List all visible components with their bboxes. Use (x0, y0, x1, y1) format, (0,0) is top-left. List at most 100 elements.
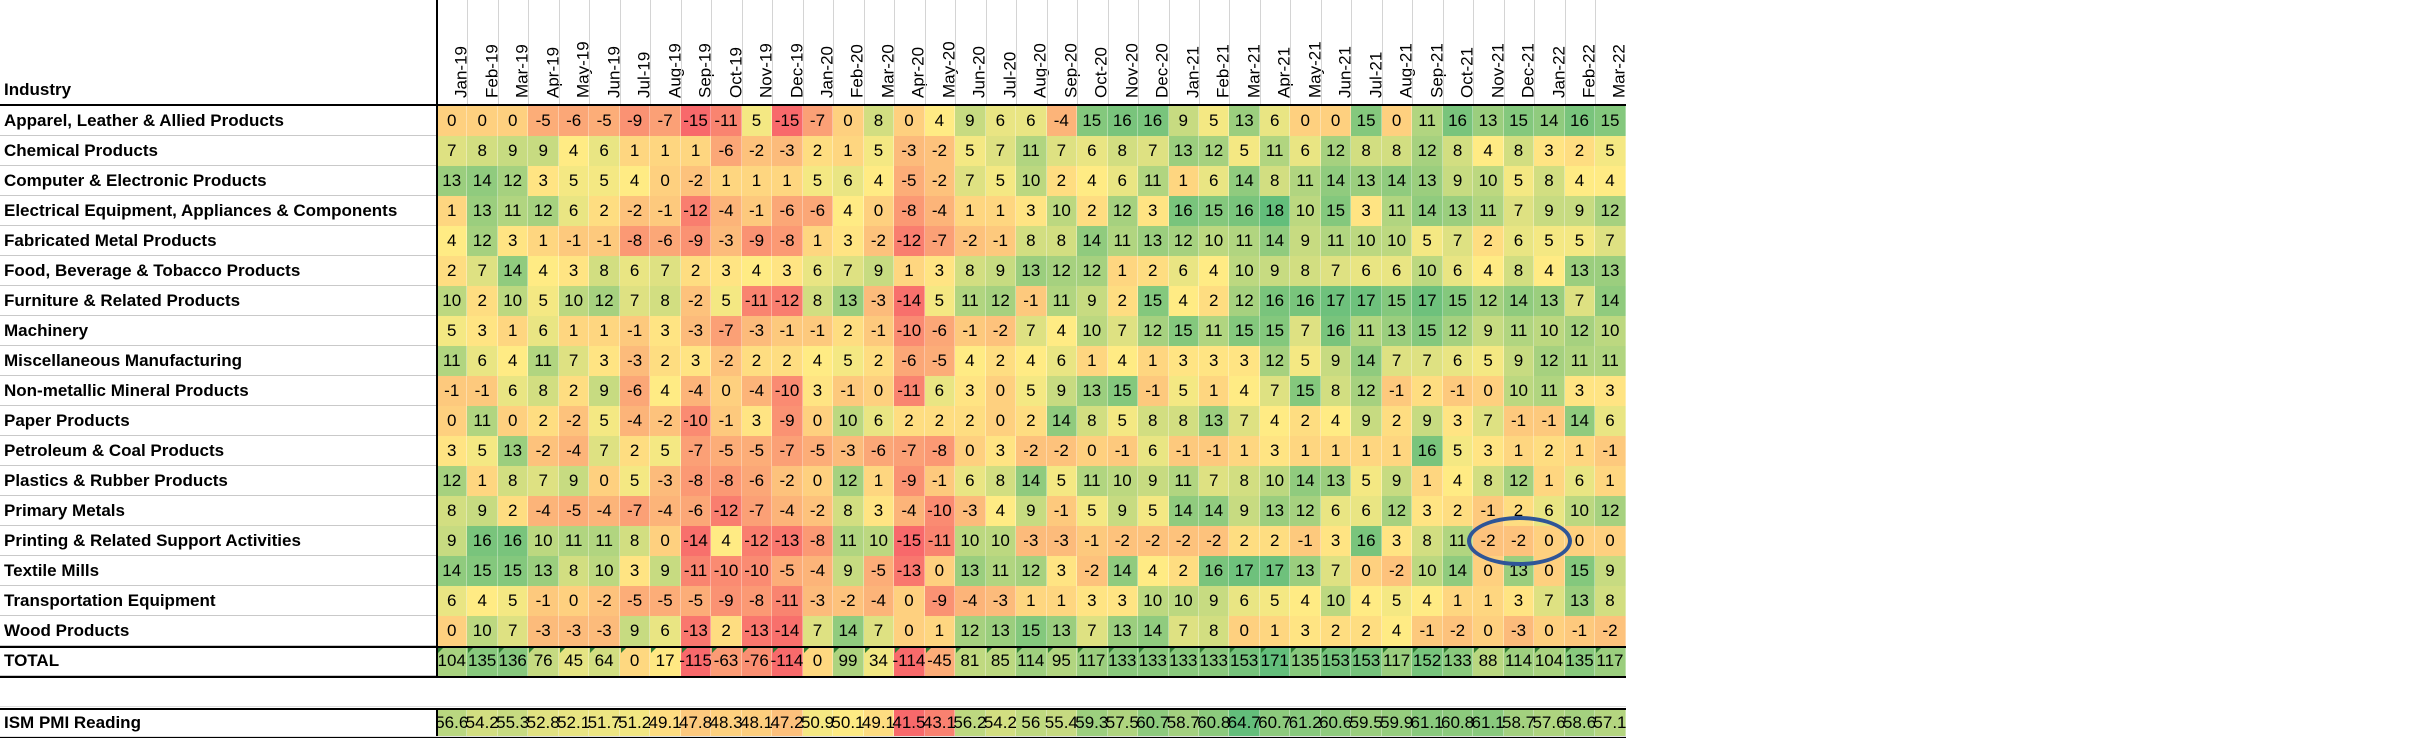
table-cell[interactable]: -1 (802, 316, 834, 346)
table-cell[interactable]: 55.3 (496, 708, 529, 738)
table-cell[interactable]: 14 (1229, 166, 1260, 196)
table-cell[interactable]: 2 (497, 496, 529, 526)
table-cell[interactable]: 12 (1473, 286, 1504, 316)
table-cell[interactable]: 64.7 (1228, 708, 1261, 738)
table-cell[interactable]: -45 (924, 646, 956, 676)
table-cell[interactable]: -2 (711, 346, 742, 376)
table-cell[interactable]: 9 (1534, 196, 1565, 226)
table-cell[interactable]: -2 (772, 466, 803, 496)
table-cell[interactable]: -4 (863, 586, 895, 616)
table-cell[interactable]: 7 (833, 256, 864, 286)
table-cell[interactable]: 0 (955, 436, 986, 466)
table-cell[interactable]: 5 (1259, 586, 1291, 616)
table-cell[interactable]: 13 (1046, 616, 1078, 646)
table-cell[interactable]: 4 (497, 346, 529, 376)
table-cell[interactable]: 16 (1442, 106, 1474, 136)
table-cell[interactable]: 152 (1412, 646, 1443, 676)
table-cell[interactable]: -13 (894, 556, 925, 586)
table-cell[interactable]: 15 (497, 556, 529, 586)
table-cell[interactable]: 6 (1107, 166, 1139, 196)
table-cell[interactable]: 17 (1351, 286, 1382, 316)
table-cell[interactable]: 13 (1351, 166, 1382, 196)
table-cell[interactable]: 114 (1016, 646, 1047, 676)
table-cell[interactable]: 13 (1534, 286, 1565, 316)
table-cell[interactable]: 14 (1016, 466, 1047, 496)
table-cell[interactable]: 47.2 (770, 708, 804, 738)
table-cell[interactable]: -15 (772, 106, 803, 136)
table-cell[interactable]: 58.7 (1167, 708, 1200, 738)
table-cell[interactable]: 4 (863, 166, 895, 196)
table-cell[interactable]: -7 (894, 436, 925, 466)
table-cell[interactable]: 7 (1046, 136, 1078, 166)
table-cell[interactable]: 1 (985, 196, 1017, 226)
table-cell[interactable]: 1 (741, 166, 773, 196)
table-cell[interactable]: 50.1 (831, 708, 865, 738)
table-cell[interactable]: -11 (741, 286, 773, 316)
table-cell[interactable]: -1 (619, 316, 651, 346)
table-cell[interactable]: 13 (1473, 106, 1504, 136)
table-cell[interactable]: 0 (1534, 556, 1565, 586)
table-cell[interactable]: 7 (1564, 286, 1596, 316)
table-cell[interactable]: 0 (894, 616, 925, 646)
table-cell[interactable]: 5 (1564, 226, 1596, 256)
table-cell[interactable]: -4 (924, 196, 956, 226)
table-cell[interactable]: 10 (1046, 196, 1078, 226)
table-cell[interactable]: 5 (1046, 466, 1078, 496)
table-cell[interactable]: 3 (802, 376, 834, 406)
table-cell[interactable]: 3 (1199, 346, 1230, 376)
table-cell[interactable]: 7 (1229, 406, 1260, 436)
table-cell[interactable]: 15 (1290, 376, 1321, 406)
table-cell[interactable]: 8 (1107, 136, 1139, 166)
table-cell[interactable]: 41.5 (892, 708, 925, 738)
table-cell[interactable]: -5 (894, 166, 925, 196)
table-cell[interactable]: 1 (650, 136, 681, 166)
table-cell[interactable]: 16 (1259, 286, 1291, 316)
table-cell[interactable]: 0 (1473, 376, 1504, 406)
table-cell[interactable]: 5 (437, 316, 468, 346)
table-cell[interactable]: 16 (1168, 196, 1199, 226)
table-cell[interactable]: 6 (1595, 406, 1626, 436)
table-cell[interactable]: 1 (497, 316, 529, 346)
table-cell[interactable]: -14 (680, 526, 712, 556)
table-cell[interactable]: 13 (985, 616, 1017, 646)
table-cell[interactable]: -1 (924, 466, 956, 496)
table-cell[interactable]: 16 (467, 526, 498, 556)
table-cell[interactable]: 4 (711, 526, 742, 556)
table-cell[interactable]: 8 (955, 256, 986, 286)
table-cell[interactable]: 11 (437, 346, 468, 376)
table-cell[interactable]: 11 (1138, 166, 1169, 196)
table-cell[interactable]: 2 (924, 406, 956, 436)
table-cell[interactable]: -2 (924, 166, 956, 196)
table-cell[interactable]: -2 (1381, 556, 1413, 586)
table-cell[interactable]: 5 (1473, 346, 1504, 376)
table-cell[interactable]: 3 (467, 316, 498, 346)
table-cell[interactable]: 1 (558, 316, 590, 346)
table-cell[interactable]: 5 (589, 166, 620, 196)
table-cell[interactable]: 2 (650, 346, 681, 376)
table-cell[interactable]: 3 (1381, 526, 1413, 556)
table-cell[interactable]: 60.8 (1197, 708, 1230, 738)
table-cell[interactable]: 1 (1473, 586, 1504, 616)
table-cell[interactable]: 4 (437, 226, 468, 256)
table-cell[interactable]: 6 (1351, 256, 1382, 286)
table-cell[interactable]: -7 (772, 436, 803, 466)
table-cell[interactable]: 4 (1534, 256, 1565, 286)
table-cell[interactable]: 12 (1595, 496, 1626, 526)
table-cell[interactable]: 11 (1016, 136, 1047, 166)
table-cell[interactable]: 3 (863, 496, 895, 526)
table-cell[interactable]: 11 (1534, 376, 1565, 406)
table-cell[interactable]: 14 (1077, 226, 1108, 256)
table-cell[interactable]: 10 (1229, 256, 1260, 286)
table-cell[interactable]: -13 (741, 616, 773, 646)
table-cell[interactable]: 6 (589, 136, 620, 166)
table-cell[interactable]: -1 (1199, 436, 1230, 466)
table-cell[interactable]: -2 (1168, 526, 1199, 556)
table-cell[interactable]: 15 (1259, 316, 1291, 346)
table-cell[interactable]: -1 (1107, 436, 1139, 466)
table-cell[interactable]: 3 (1473, 436, 1504, 466)
table-cell[interactable]: 9 (619, 616, 651, 646)
table-cell[interactable]: 60.7 (1136, 708, 1169, 738)
table-cell[interactable]: -1 (467, 376, 498, 406)
table-cell[interactable]: 2 (985, 346, 1017, 376)
table-cell[interactable]: 2 (467, 286, 498, 316)
